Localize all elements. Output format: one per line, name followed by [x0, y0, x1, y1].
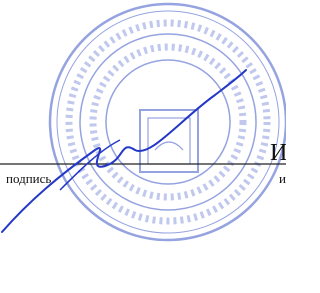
stamp-emblem: [140, 110, 198, 172]
stamp-outer-ring: [50, 4, 286, 240]
stamp: [50, 4, 286, 240]
stamp-inner-ring: [106, 60, 230, 184]
stamp-text-band: [69, 23, 267, 221]
document: И подпись и: [0, 0, 286, 293]
signature: [2, 70, 246, 232]
stamp-emblem: [155, 142, 183, 150]
stamp-emblem: [148, 118, 190, 164]
caption-right: и: [279, 171, 286, 186]
stamp-text-band: [93, 47, 243, 197]
signature-caption: подпись: [6, 171, 51, 186]
name-initial: И: [270, 140, 286, 166]
